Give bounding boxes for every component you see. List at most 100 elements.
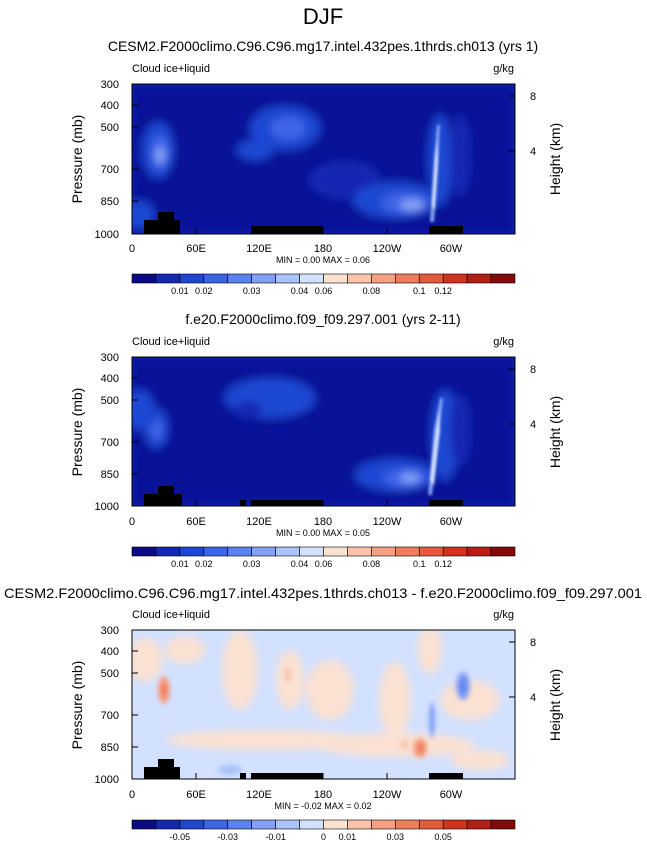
panel-3-xtick-60w: 60W <box>440 789 463 801</box>
colorbar-swatch <box>395 546 420 557</box>
panel-1-xtick-60w: 60W <box>440 243 463 255</box>
colorbar-label: -0.03 <box>217 832 238 842</box>
panel-3-ytick-500: 500 <box>101 668 119 680</box>
panel-2-title: f.e20.F2000climo.f09_f09.297.001 (yrs 2-… <box>185 311 460 327</box>
colorbar-label: 0 <box>321 832 326 842</box>
panel-2-sharp-features <box>428 398 443 495</box>
panel-3-y2label: Height (km) <box>547 669 563 741</box>
colorbar-swatch <box>203 273 229 284</box>
colorbar-label: 0.08 <box>363 286 381 296</box>
panel-2-y2ticks: 8 4 <box>509 364 536 431</box>
panel-3-ground-4 <box>251 773 323 779</box>
panel-2-ylabel: Pressure (mb) <box>69 388 85 477</box>
panel-1-xticks: 0 60E 120E 180 120W 60W <box>129 228 463 255</box>
colorbar-swatch <box>299 546 324 557</box>
colorbar-swatch <box>347 273 372 284</box>
panel-1-xtick-120e: 120E <box>246 243 272 255</box>
panel-1-stats: MIN = 0.00 MAX = 0.06 <box>276 255 370 265</box>
panel-3-y2ticks: 8 4 <box>509 637 536 704</box>
panel-3-features <box>158 667 470 775</box>
panel-3-ylabel: Pressure (mb) <box>69 661 85 750</box>
panel-1-yticks: 300 400 500 700 850 1000 <box>95 79 138 241</box>
panel-1-colorbar: 0.01 0.02 0.03 0.04 0.06 0.08 0.1 0.12 <box>131 273 516 296</box>
colorbar-swatch <box>299 819 324 830</box>
panel-1: CESM2.F2000climo.C96.C96.mg17.intel.432p… <box>69 38 563 296</box>
colorbar-swatch <box>418 819 444 830</box>
colorbar-swatch <box>227 819 252 830</box>
panel-2-yticks: 300 400 500 700 850 1000 <box>95 352 138 513</box>
colorbar-label: 0.01 <box>339 832 357 842</box>
colorbar-swatch <box>155 273 181 284</box>
panel-2-xtick-60e: 60E <box>186 516 206 528</box>
panel-3-heatmap <box>132 630 515 779</box>
panel-2-heatmap <box>132 357 515 506</box>
colorbar-swatch <box>395 273 420 284</box>
panel-3: CESM2.F2000climo.C96.C96.mg17.intel.432p… <box>4 585 642 842</box>
colorbar-label: 0.12 <box>434 559 452 569</box>
panel-3-ytick-300: 300 <box>101 625 119 637</box>
colorbar-label: 0.02 <box>195 286 213 296</box>
panel-1-sharp-features <box>430 125 440 222</box>
panel-1-ground-4 <box>429 226 463 234</box>
colorbar-swatch <box>490 819 516 830</box>
colorbar-label: 0.02 <box>195 559 213 569</box>
panel-1-ytick-300: 300 <box>101 79 119 91</box>
panel-1-ytick-400: 400 <box>101 100 119 112</box>
colorbar-swatch <box>179 273 205 284</box>
colorbar-label: 0.1 <box>413 559 426 569</box>
panel-1-y2label: Height (km) <box>547 123 563 195</box>
panel-1-y2ticks: 8 4 <box>509 91 536 158</box>
colorbar-swatch <box>323 819 348 830</box>
panel-3-title: CESM2.F2000climo.C96.C96.mg17.intel.432p… <box>4 585 642 601</box>
panel-2-ytick-700: 700 <box>101 437 119 449</box>
colorbar-swatch <box>275 819 300 830</box>
colorbar-swatch <box>251 819 276 830</box>
colorbar-swatch <box>227 546 252 557</box>
colorbar-swatch <box>442 546 468 557</box>
colorbar-swatch <box>442 273 468 284</box>
colorbar-swatch <box>203 819 229 830</box>
colorbar-label: 0.01 <box>171 286 189 296</box>
panel-3-variable-label: Cloud ice+liquid <box>132 609 210 621</box>
colorbar-label: 0.08 <box>363 559 381 569</box>
panel-1-ytick-850: 850 <box>101 196 119 208</box>
colorbar-swatch <box>490 546 516 557</box>
colorbar-label: 0.06 <box>315 286 333 296</box>
colorbar-label: 0.12 <box>434 286 452 296</box>
panel-1-heatmap <box>132 84 515 234</box>
panel-3-y2tick-4: 4 <box>530 692 536 704</box>
panel-1-ground-3 <box>251 226 323 234</box>
panel-2-xtick-120e: 120E <box>246 516 272 528</box>
colorbar-swatch <box>347 819 372 830</box>
panel-2-ground-2 <box>158 486 174 506</box>
colorbar-label: 0.03 <box>243 286 261 296</box>
panel-1-y2tick-8: 8 <box>530 91 536 103</box>
panel-2-ytick-400: 400 <box>101 373 119 385</box>
colorbar-swatch <box>251 273 276 284</box>
panel-3-units-label: g/kg <box>493 609 514 621</box>
panel-2-ground-3 <box>240 500 246 506</box>
colorbar-swatch <box>131 273 157 284</box>
colorbar-swatch <box>466 819 492 830</box>
panel-3-yticks: 300 400 500 700 850 1000 <box>95 625 138 786</box>
panel-2-ytick-1000: 1000 <box>95 501 119 513</box>
colorbar-swatch <box>179 546 205 557</box>
panel-2-ytick-850: 850 <box>101 469 119 481</box>
panel-1-ytick-700: 700 <box>101 164 119 176</box>
colorbar-swatch <box>442 819 468 830</box>
colorbar-swatch <box>490 273 516 284</box>
panel-3-ytick-700: 700 <box>101 710 119 722</box>
panel-3-xtick-120w: 120W <box>373 789 402 801</box>
colorbar-swatch <box>179 819 205 830</box>
panel-2-variable-label: Cloud ice+liquid <box>132 336 210 348</box>
colorbar-label: 0.03 <box>243 559 261 569</box>
colorbar-swatch <box>418 273 444 284</box>
colorbar-swatch <box>131 546 157 557</box>
colorbar-label: 0.04 <box>291 286 309 296</box>
colorbar-label: 0.05 <box>434 832 452 842</box>
colorbar-swatch <box>155 819 181 830</box>
panel-2: f.e20.F2000climo.f09_f09.297.001 (yrs 2-… <box>69 311 563 569</box>
panel-3-ytick-850: 850 <box>101 742 119 754</box>
panel-1-ytick-1000: 1000 <box>95 229 119 241</box>
